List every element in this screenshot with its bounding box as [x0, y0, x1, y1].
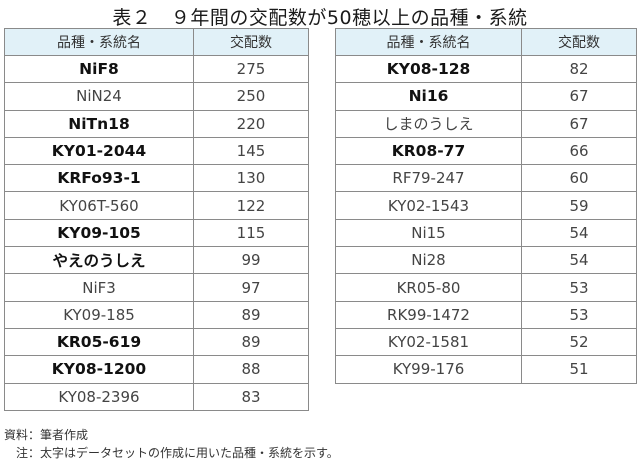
cross-count-cell: 53	[521, 300, 637, 329]
variety-name-cell: やえのうしえ	[4, 246, 194, 275]
table-row: しまのうしえ 67	[335, 109, 637, 138]
table-row: やえのうしえ 99	[4, 246, 309, 275]
table-row: KY08-128 82	[335, 54, 637, 84]
cross-count-cell: 60	[521, 164, 637, 193]
bold-note: 注：太字はデータセットの作成に用いた品種・系統を示す。	[16, 446, 339, 460]
variety-name-cell: NiN24	[4, 82, 194, 111]
cross-count-cell: 67	[521, 82, 637, 111]
column-header-name: 品種・系統名	[335, 28, 522, 56]
table-row: KY01-2044 145	[4, 136, 309, 166]
table-left: 品種・系統名 交配数 NiF8 275 NiN24 250 NiTn18 220 KY01-…	[4, 28, 309, 411]
variety-name-cell: KY09-185	[4, 300, 194, 329]
cross-count-cell: 54	[521, 246, 637, 275]
cross-count-cell: 145	[193, 136, 309, 166]
table-row: KY02-1543 59	[335, 191, 637, 220]
cross-count-cell: 99	[193, 246, 309, 275]
table-row: KY09-105 115	[4, 218, 309, 248]
table-row: KY08-1200 88	[4, 355, 309, 384]
table-row: NiN24 250	[4, 82, 309, 111]
variety-name-cell: KY06T-560	[4, 191, 194, 220]
variety-name-cell: NiTn18	[4, 109, 194, 138]
table-row: KY02-1581 52	[335, 327, 637, 357]
cross-count-cell: 130	[193, 164, 309, 193]
cross-count-cell: 275	[193, 54, 309, 84]
variety-name-cell: KR08-77	[335, 136, 522, 166]
cross-count-cell: 67	[521, 109, 637, 138]
table-row: NiF8 275	[4, 54, 309, 84]
variety-name-cell: KY08-2396	[4, 382, 194, 411]
variety-name-cell: KY08-128	[335, 54, 522, 84]
cross-count-cell: 89	[193, 327, 309, 357]
table-row: KR08-77 66	[335, 136, 637, 166]
variety-name-cell: KRFo93-1	[4, 164, 194, 193]
variety-name-cell: RF79-247	[335, 164, 522, 193]
table-row: RK99-1472 53	[335, 300, 637, 329]
cross-count-cell: 115	[193, 218, 309, 248]
table-row: KR05-619 89	[4, 327, 309, 357]
variety-name-cell: NiF8	[4, 54, 194, 84]
table-right: 品種・系統名 交配数 KY08-128 82 Ni16 67 しまのうしえ 67 KR08-…	[335, 28, 637, 384]
variety-name-cell: KY99-176	[335, 355, 522, 384]
table-title: 表２ ９年間の交配数が50穂以上の品種・系統	[112, 7, 528, 29]
variety-name-cell: KR05-619	[4, 327, 194, 357]
cross-count-cell: 53	[521, 273, 637, 302]
column-header-count: 交配数	[521, 28, 637, 56]
table-row: KR05-80 53	[335, 273, 637, 302]
cross-count-cell: 54	[521, 218, 637, 248]
variety-name-cell: Ni15	[335, 218, 522, 248]
variety-name-cell: NiF3	[4, 273, 194, 302]
cross-count-cell: 97	[193, 273, 309, 302]
variety-name-cell: KR05-80	[335, 273, 522, 302]
cross-count-cell: 59	[521, 191, 637, 220]
cross-count-cell: 88	[193, 355, 309, 384]
cross-count-cell: 52	[521, 327, 637, 357]
variety-name-cell: Ni16	[335, 82, 522, 111]
cross-count-cell: 250	[193, 82, 309, 111]
variety-name-cell: RK99-1472	[335, 300, 522, 329]
table-row: KRFo93-1 130	[4, 164, 309, 193]
variety-name-cell: KY09-105	[4, 218, 194, 248]
variety-name-cell: しまのうしえ	[335, 109, 522, 138]
variety-name-cell: KY01-2044	[4, 136, 194, 166]
cross-count-cell: 122	[193, 191, 309, 220]
variety-name-cell: KY08-1200	[4, 355, 194, 384]
cross-count-cell: 220	[193, 109, 309, 138]
cross-count-cell: 66	[521, 136, 637, 166]
cross-count-cell: 51	[521, 355, 637, 384]
cross-count-cell: 83	[193, 382, 309, 411]
table-row: NiTn18 220	[4, 109, 309, 138]
cross-count-cell: 89	[193, 300, 309, 329]
source-note: 資料：筆者作成	[4, 428, 89, 442]
table-row: RF79-247 60	[335, 164, 637, 193]
table-row: KY99-176 51	[335, 355, 637, 384]
column-header-count: 交配数	[193, 28, 309, 56]
table-row: Ni15 54	[335, 218, 637, 248]
cross-count-cell: 82	[521, 54, 637, 84]
variety-name-cell: KY02-1581	[335, 327, 522, 357]
table-row: Ni16 67	[335, 82, 637, 111]
table-row: Ni28 54	[335, 246, 637, 275]
variety-name-cell: KY02-1543	[335, 191, 522, 220]
header-row: 品種・系統名 交配数	[4, 28, 309, 56]
column-header-name: 品種・系統名	[4, 28, 194, 56]
table-row: KY06T-560 122	[4, 191, 309, 220]
header-row: 品種・系統名 交配数	[335, 28, 637, 56]
table-row: KY08-2396 83	[4, 382, 309, 411]
variety-name-cell: Ni28	[335, 246, 522, 275]
table-row: NiF3 97	[4, 273, 309, 302]
table-row: KY09-185 89	[4, 300, 309, 329]
